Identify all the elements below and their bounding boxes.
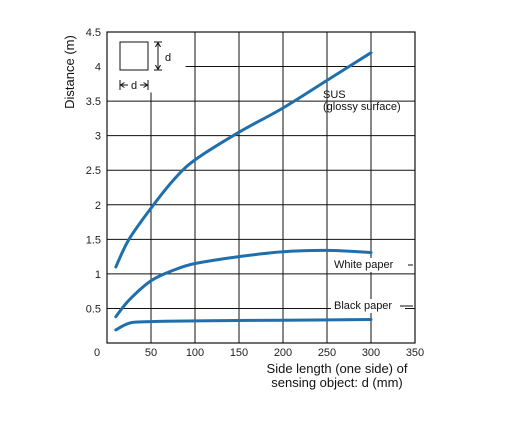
series-labels: SUS(glossy surface) White paper Black pape… <box>323 89 413 313</box>
sensing-object-inset-diagram: dd <box>107 32 186 93</box>
series-label-background <box>331 299 405 313</box>
series-line-black-paper <box>114 318 373 332</box>
grid <box>107 32 415 343</box>
x-tick-label: 0 <box>94 347 100 359</box>
x-tick-label: 150 <box>230 347 248 359</box>
y-tick-label: 2 <box>95 200 101 212</box>
series-line-white-paper <box>114 248 373 319</box>
series-label: (glossy surface) <box>323 101 401 113</box>
x-tick-label: 200 <box>274 347 292 359</box>
y-tick-label: 0.5 <box>86 303 101 315</box>
series-label: Black paper <box>334 300 392 312</box>
inset-dimension-label-vertical: d <box>165 52 171 64</box>
y-axis-title: Distance (m) <box>62 35 77 109</box>
y-tick-label: 4 <box>95 62 101 74</box>
dimension-arrowheads <box>155 41 161 71</box>
sensing-object-square <box>119 41 149 71</box>
y-tick-label: 1.5 <box>86 234 101 246</box>
x-axis-title-line-2: sensing object: d (mm) <box>271 375 403 390</box>
x-tick-label: 50 <box>145 347 157 359</box>
x-tick-label: 300 <box>362 347 380 359</box>
plot-frame <box>106 31 416 344</box>
x-tick-label: 350 <box>406 347 424 359</box>
x-tick-label: 250 <box>318 347 336 359</box>
y-tick-label: 2.5 <box>86 165 101 177</box>
y-tick-label: 4.5 <box>86 27 101 39</box>
series-label: White paper <box>334 259 394 271</box>
series-layer <box>114 51 373 332</box>
series-line-sus-glossy-surface <box>114 51 373 269</box>
x-axis-title-line-1: Side length (one side) of <box>267 361 408 376</box>
y-tick-label: 3.5 <box>86 96 101 108</box>
y-tick-label: 3 <box>95 131 101 143</box>
series-label: SUS <box>323 89 346 101</box>
tick-labels: 0 50 100 150 200 250 300 350 0.5 1 1.5 2 2.5 3 3.5 4 4.5 <box>86 27 424 359</box>
y-tick-label: 1 <box>95 269 101 281</box>
inset-dimension-label-horizontal: d <box>131 80 137 92</box>
dimension-arrowheads <box>119 82 149 88</box>
series-label-background <box>331 258 405 272</box>
x-tick-label: 100 <box>186 347 204 359</box>
